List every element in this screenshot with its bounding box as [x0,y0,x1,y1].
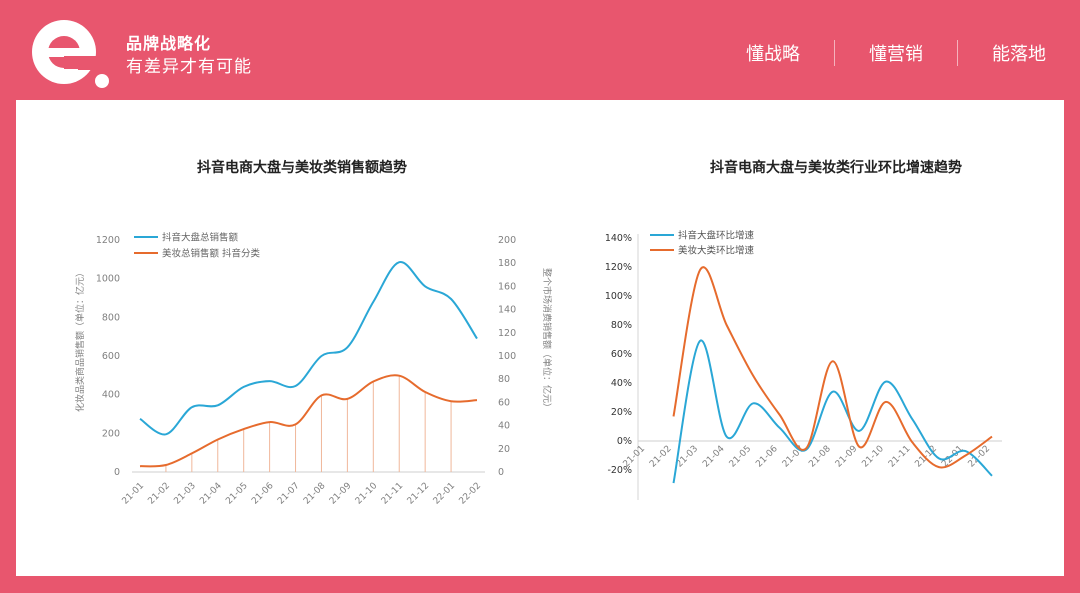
chart2-series-total-line [672,339,993,484]
chart1-x-tick-label: 21-11 [380,481,406,507]
chart1-x-tick-label: 21-10 [354,481,380,507]
growth-rate-chart: 抖音电商大盘与美妆类行业环比增速趋势 -20% 0% 20% 40% 60% 80% 100… [605,159,1002,500]
chart1-y2-tick-label: 60 [498,397,510,408]
chart2-y-tick-label: 120% [605,262,632,273]
chart2-y-tick-label: 0% [617,436,632,447]
chart1-y2-tick-label: 40 [498,421,510,432]
header-bar: 品牌战略化 有差异才有可能 懂战略 懂营销 能落地 [0,0,1080,100]
chart1-y-axis-label: 化妆品类商品销售额（单位：亿元） [74,268,86,412]
chart2-series-beauty-line [672,266,993,469]
brand-logo-icon[interactable] [28,14,112,90]
chart2-x-tick-label: 21-06 [754,444,780,470]
chart2-x-tick-label: 21-05 [728,444,754,470]
chart2-y-tick-label: 100% [605,291,632,302]
chart1-y2-tick-label: 120 [498,328,516,339]
chart1-legend-label: 抖音大盘总销售额 [162,232,239,244]
chart1-y2-tick-label: 80 [498,374,510,385]
chart1-x-tick-label: 21-01 [121,481,147,507]
content-panel: 抖音电商大盘与美妆类销售额趋势 化妆品类商品销售额（单位：亿元） 整个市场消费销… [16,100,1064,576]
top-nav: 懂战略 懂营销 能落地 [712,38,1080,68]
chart2-y-tick-label: 60% [611,349,632,360]
chart2-legend-label: 抖音大盘环比增速 [678,230,755,242]
chart2-y-tick-label: 80% [611,320,632,331]
nav-divider [957,40,958,66]
chart1-y2-tick-label: 0 [498,467,504,478]
chart1-y-tick-label: 1200 [96,235,120,246]
nav-item-marketing[interactable]: 懂营销 [869,44,923,65]
chart1-x-tick-label: 22-01 [432,481,458,507]
sales-trend-chart: 抖音电商大盘与美妆类销售额趋势 化妆品类商品销售额（单位：亿元） 整个市场消费销… [74,159,553,507]
chart2-x-tick-label: 21-02 [648,444,674,470]
chart1-x-tick-label: 21-02 [146,481,172,507]
chart1-y2-tick-label: 100 [498,351,516,362]
chart2-y-tick-label: 40% [611,378,632,389]
chart1-y2-tick-label: 140 [498,305,516,316]
chart1-x-tick-label: 21-12 [406,481,432,507]
chart2-x-tick-label: 21-10 [860,444,886,470]
nav-divider [834,40,835,66]
chart1-y-tick-label: 800 [102,312,120,323]
chart1-x-tick-label: 21-05 [224,481,250,507]
chart1-y2-tick-label: 200 [498,235,516,246]
chart1-y-tick-label: 0 [114,467,120,478]
chart2-legend-label: 美妆大类环比增速 [678,245,755,257]
brand-title: 品牌战略化 [126,34,212,53]
chart1-x-tick-label: 21-04 [198,481,224,507]
chart1-x-tick-label: 21-03 [172,481,198,507]
chart2-x-tick-label: 21-11 [887,444,913,470]
chart2-x-tick-label: 21-04 [701,444,727,470]
chart1-x-tick-label: 22-02 [458,481,484,507]
chart2-y-tick-label: -20% [607,465,632,476]
chart1-y2-tick-label: 180 [498,258,516,269]
chart1-y-tick-label: 200 [102,428,120,439]
chart1-x-tick-label: 21-09 [328,481,354,507]
chart1-x-tick-label: 21-07 [276,481,302,507]
chart2-y-tick-label: 140% [605,233,632,244]
chart2-title: 抖音电商大盘与美妆类行业环比增速趋势 [710,159,962,176]
charts-canvas: 抖音电商大盘与美妆类销售额趋势 化妆品类商品销售额（单位：亿元） 整个市场消费销… [74,159,1002,507]
chart1-series-beauty-line [139,374,478,468]
chart1-y-tick-label: 1000 [96,274,120,285]
chart1-y2-tick-label: 160 [498,281,516,292]
brand-subtitle: 有差异才有可能 [126,57,252,77]
chart1-y-tick-label: 400 [102,390,120,401]
chart1-x-tick-label: 21-08 [302,481,328,507]
chart2-x-tick-label: 21-01 [622,444,648,470]
chart1-x-tick-label: 21-06 [250,481,276,507]
chart1-legend-label: 美妆总销售额 抖音分类 [162,248,261,260]
chart1-series-total-line [139,261,478,436]
chart1-title: 抖音电商大盘与美妆类销售额趋势 [197,159,407,176]
chart1-y2-axis-label: 整个市场消费销售额（单位：亿元） [541,268,553,412]
chart2-x-tick-label: 21-09 [834,444,860,470]
chart2-y-tick-label: 20% [611,407,632,418]
chart2-x-tick-label: 21-08 [807,444,833,470]
chart1-y2-tick-label: 20 [498,444,510,455]
chart1-y-tick-label: 600 [102,351,120,362]
chart2-x-tick-label: 21-07 [781,444,807,470]
nav-item-execution[interactable]: 能落地 [992,44,1046,65]
chart2-x-tick-label: 22-02 [967,444,993,470]
nav-item-strategy[interactable]: 懂战略 [746,44,800,65]
